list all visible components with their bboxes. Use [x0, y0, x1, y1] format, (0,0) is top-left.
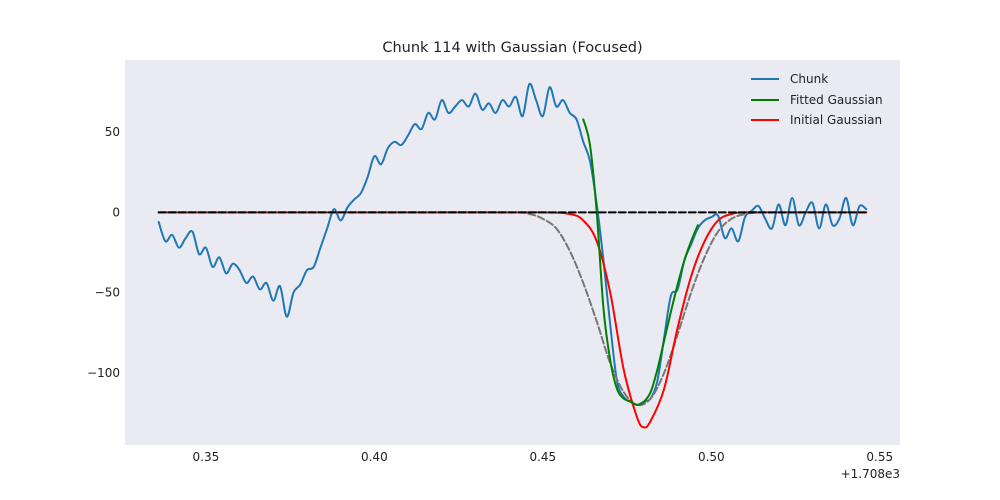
y-tick-label: 50: [105, 125, 120, 139]
y-tick-label: 0: [112, 205, 120, 219]
x-tick-label: 0.50: [698, 450, 725, 464]
ticks-layer: 0.35 0.40 0.45 0.50 0.55 50 0 −50 −100: [87, 125, 893, 464]
legend: Chunk Fitted Gaussian Initial Gaussian: [751, 72, 883, 127]
series-line-fitted-gaussian: [582, 118, 699, 406]
y-tick-label: −100: [87, 366, 120, 380]
legend-label-initial-gaussian: Initial Gaussian: [790, 113, 882, 127]
y-tick-label: −50: [95, 286, 120, 300]
legend-label-fitted-gaussian: Fitted Gaussian: [790, 93, 883, 107]
x-tick-label: 0.55: [866, 450, 893, 464]
x-axis-offset-label: +1.708e3: [841, 467, 900, 481]
x-tick-label: 0.35: [193, 450, 220, 464]
plot-area: [125, 60, 900, 445]
chart-title: Chunk 114 with Gaussian (Focused): [382, 40, 642, 56]
x-tick-label: 0.45: [529, 450, 556, 464]
x-tick-label: 0.40: [361, 450, 388, 464]
legend-label-chunk: Chunk: [790, 72, 828, 86]
series-layer: [157, 82, 868, 429]
